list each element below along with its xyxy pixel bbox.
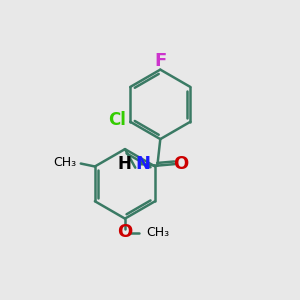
Text: CH₃: CH₃ bbox=[146, 226, 170, 239]
Text: N: N bbox=[135, 155, 150, 173]
Text: CH₃: CH₃ bbox=[53, 157, 76, 169]
Text: O: O bbox=[117, 223, 133, 241]
Text: O: O bbox=[173, 155, 188, 173]
Text: Cl: Cl bbox=[108, 111, 126, 129]
Text: F: F bbox=[154, 52, 167, 70]
Text: H: H bbox=[118, 155, 132, 173]
